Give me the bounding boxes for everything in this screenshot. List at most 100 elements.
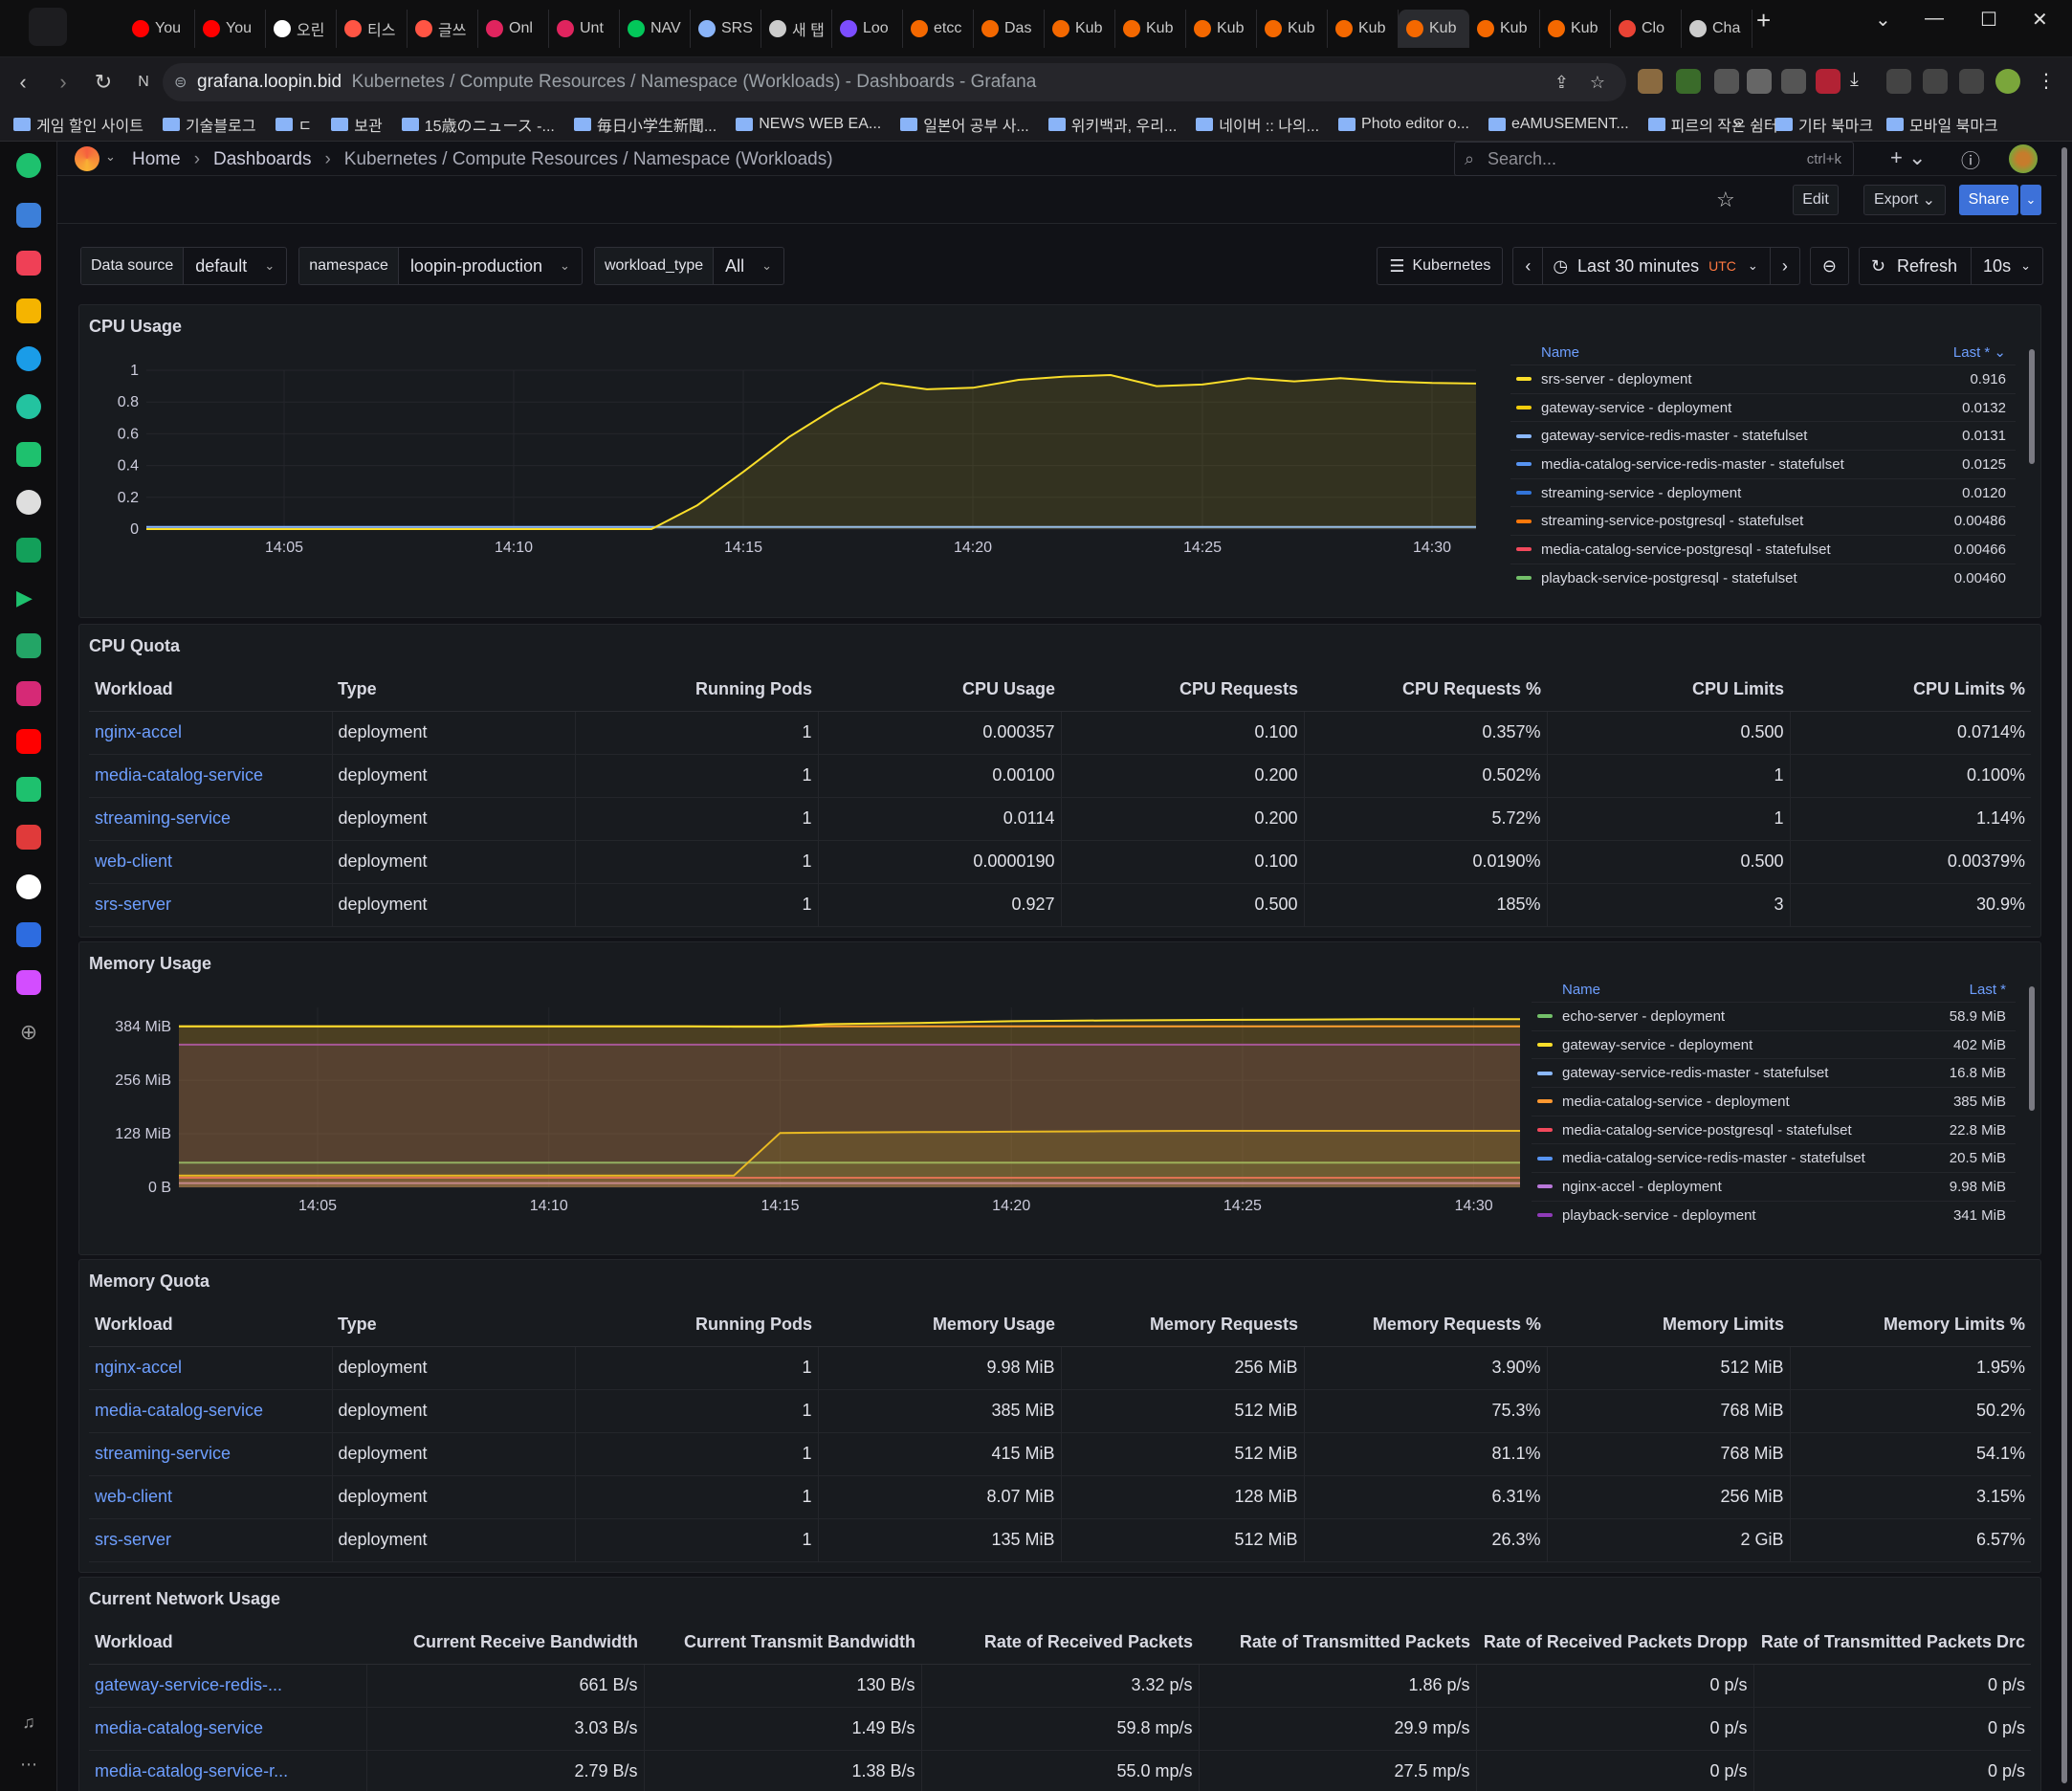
extension-icon[interactable] — [1714, 69, 1739, 94]
bookmark-item[interactable]: 네이버 :: 나의... — [1196, 113, 1319, 136]
legend-item[interactable]: streaming-service - deployment 0.0120 — [1510, 477, 2016, 507]
workload-link[interactable]: media-catalog-service-r... — [89, 1750, 367, 1791]
bookmark-star-icon[interactable]: ☆ — [1589, 72, 1605, 92]
calendar-app-icon[interactable] — [16, 203, 41, 228]
time-forward-icon[interactable]: › — [1769, 247, 1799, 285]
column-header[interactable]: CPU Requests — [1061, 669, 1304, 712]
workload-link[interactable]: web-client — [89, 1475, 333, 1519]
column-header[interactable]: Current Transmit Bandwidth — [644, 1622, 921, 1665]
extension-icon[interactable] — [1676, 69, 1701, 94]
address-bar[interactable]: ⊜ grafana.loopin.bid Kubernetes / Comput… — [163, 63, 1626, 101]
workload-link[interactable]: media-catalog-service — [89, 754, 333, 798]
browser-tab[interactable]: Unt — [549, 10, 620, 48]
robot-app-icon[interactable] — [16, 633, 41, 658]
cpu-usage-chart[interactable]: 0 0.2 0.4 0.6 0.8 1 14:05 14:10 14:15 14:20 14:25 1… — [79, 332, 1476, 619]
browser-tab[interactable]: You — [195, 10, 266, 48]
browser-tab[interactable]: Clo — [1611, 10, 1682, 48]
browser-tab[interactable]: Onl — [478, 10, 549, 48]
bookmark-item[interactable]: 보관 — [331, 113, 383, 136]
site-info-icon[interactable]: ⊜ — [174, 75, 187, 91]
column-header[interactable]: Memory Requests — [1061, 1304, 1304, 1347]
flower-app-icon[interactable] — [16, 970, 41, 995]
add-icon[interactable]: + ⌄ — [1890, 145, 1927, 169]
bookmark-item[interactable]: NEWS WEB EA... — [736, 113, 881, 136]
workload-link[interactable]: srs-server — [89, 1518, 333, 1562]
legend-item[interactable]: playback-service - deployment 341 MiB — [1532, 1200, 2016, 1229]
legend-item[interactable]: media-catalog-service-postgresql - state… — [1510, 535, 2016, 564]
time-back-icon[interactable]: ‹ — [1513, 247, 1544, 285]
column-header[interactable]: Rate of Received Packets Dropp — [1476, 1622, 1753, 1665]
page-scrollbar-thumb[interactable] — [2061, 147, 2067, 1783]
green-app-icon[interactable] — [16, 538, 41, 563]
breadcrumb-dashboards[interactable]: Dashboards — [213, 149, 312, 169]
column-header[interactable]: Workload — [89, 1304, 332, 1347]
column-header[interactable]: Current Receive Bandwidth — [366, 1622, 644, 1665]
browser-tab[interactable]: NAV — [620, 10, 691, 48]
legend-item[interactable]: gateway-service - deployment 0.0132 — [1510, 392, 2016, 422]
workload-type-variable[interactable]: workload_type All ⌄ — [593, 247, 785, 285]
browser-tab[interactable]: 글쓰 — [408, 10, 478, 48]
browser-tab[interactable]: Kub — [1257, 10, 1328, 48]
legend-item[interactable]: echo-server - deployment 58.9 MiB — [1532, 1002, 2016, 1030]
browser-tab[interactable]: Das — [974, 10, 1045, 48]
legend-item[interactable]: srs-server - deployment 0.916 — [1510, 365, 2016, 393]
bookmark-item[interactable]: ㄷ — [275, 113, 312, 136]
legend-item[interactable]: nginx-accel - deployment 9.98 MiB — [1532, 1172, 2016, 1201]
workload-link[interactable]: gateway-service-redis-... — [89, 1664, 367, 1708]
browser-tab[interactable]: 티스 — [337, 10, 408, 48]
extension-icon[interactable] — [1638, 69, 1663, 94]
workload-link[interactable]: streaming-service — [89, 797, 333, 841]
legend-item[interactable]: gateway-service-redis-master - statefuls… — [1532, 1058, 2016, 1087]
export-button[interactable]: Export ⌄ — [1863, 185, 1946, 215]
legend-value-header[interactable]: Last * — [1969, 981, 2006, 998]
column-header[interactable]: Running Pods — [575, 669, 818, 712]
forward-icon[interactable]: › — [59, 70, 67, 94]
share-button[interactable]: Share — [1959, 185, 2018, 215]
cast-icon[interactable] — [1886, 69, 1911, 94]
add-app-icon[interactable]: ⊕ — [19, 1020, 38, 1044]
close-window-icon[interactable]: ✕ — [2032, 10, 2048, 31]
column-header[interactable]: CPU Limits — [1547, 669, 1790, 712]
user-avatar[interactable] — [2009, 144, 2038, 173]
legend-item[interactable]: media-catalog-service-redis-master - sta… — [1510, 450, 2016, 478]
column-header[interactable]: Running Pods — [575, 1304, 818, 1347]
series-line[interactable] — [179, 1018, 1520, 1028]
column-header[interactable]: Type — [332, 669, 575, 712]
browser-tab[interactable]: Kub — [1469, 10, 1540, 48]
bookmark-item[interactable]: 15歳のニュース -... — [401, 113, 555, 136]
browser-tab[interactable]: Cha — [1682, 10, 1752, 48]
browser-tab[interactable]: 오린 — [266, 10, 337, 48]
column-header[interactable]: Memory Usage — [818, 1304, 1061, 1347]
legend-item[interactable]: media-catalog-service-postgresql - state… — [1532, 1115, 2016, 1144]
workload-link[interactable]: media-catalog-service — [89, 1707, 367, 1751]
series-line[interactable] — [146, 373, 1476, 530]
browser-tab[interactable]: Kub — [1045, 10, 1115, 48]
sidebar-app-icon[interactable] — [16, 153, 41, 178]
legend-item[interactable]: gateway-service - deployment 402 MiB — [1532, 1029, 2016, 1059]
column-header[interactable]: Memory Requests % — [1304, 1304, 1547, 1347]
series-line[interactable] — [179, 1130, 1520, 1177]
legend-scrollbar[interactable] — [2029, 349, 2035, 464]
bell-icon[interactable]: ♫ — [22, 1713, 35, 1732]
kubernetes-links-button[interactable]: ☰ Kubernetes — [1377, 247, 1504, 285]
chat-app-icon[interactable] — [16, 442, 41, 467]
menu-chevron-icon[interactable]: ⌄ — [105, 149, 116, 164]
more-icon[interactable]: ⋯ — [20, 1755, 37, 1774]
bookmark-item[interactable]: 위키백과, 우리... — [1047, 113, 1177, 136]
maximize-icon[interactable]: ☐ — [1980, 10, 1997, 31]
bookmark-item[interactable]: 일본어 공부 사... — [900, 113, 1029, 136]
profile-avatar[interactable] — [1995, 69, 2020, 94]
help-icon[interactable]: ⓘ — [1961, 151, 1980, 172]
star-app-icon[interactable] — [16, 298, 41, 323]
legend-name-header[interactable]: Name — [1541, 343, 1580, 361]
share-dropdown-icon[interactable]: ⌄ — [2020, 185, 2041, 215]
refresh-interval-select[interactable]: 10s ⌄ — [1971, 247, 2042, 285]
legend-item[interactable]: gateway-service-redis-master - statefuls… — [1510, 421, 2016, 450]
workload-link[interactable]: srs-server — [89, 883, 333, 927]
legend-name-header[interactable]: Name — [1562, 981, 1601, 998]
column-header[interactable]: Type — [332, 1304, 575, 1347]
bookmark-item[interactable]: Photo editor o... — [1338, 113, 1469, 136]
browser-tab[interactable]: Kub — [1540, 10, 1611, 48]
edge-app-icon[interactable] — [16, 346, 41, 371]
search-input[interactable]: ⌕ Search... ctrl+k — [1454, 142, 1854, 176]
